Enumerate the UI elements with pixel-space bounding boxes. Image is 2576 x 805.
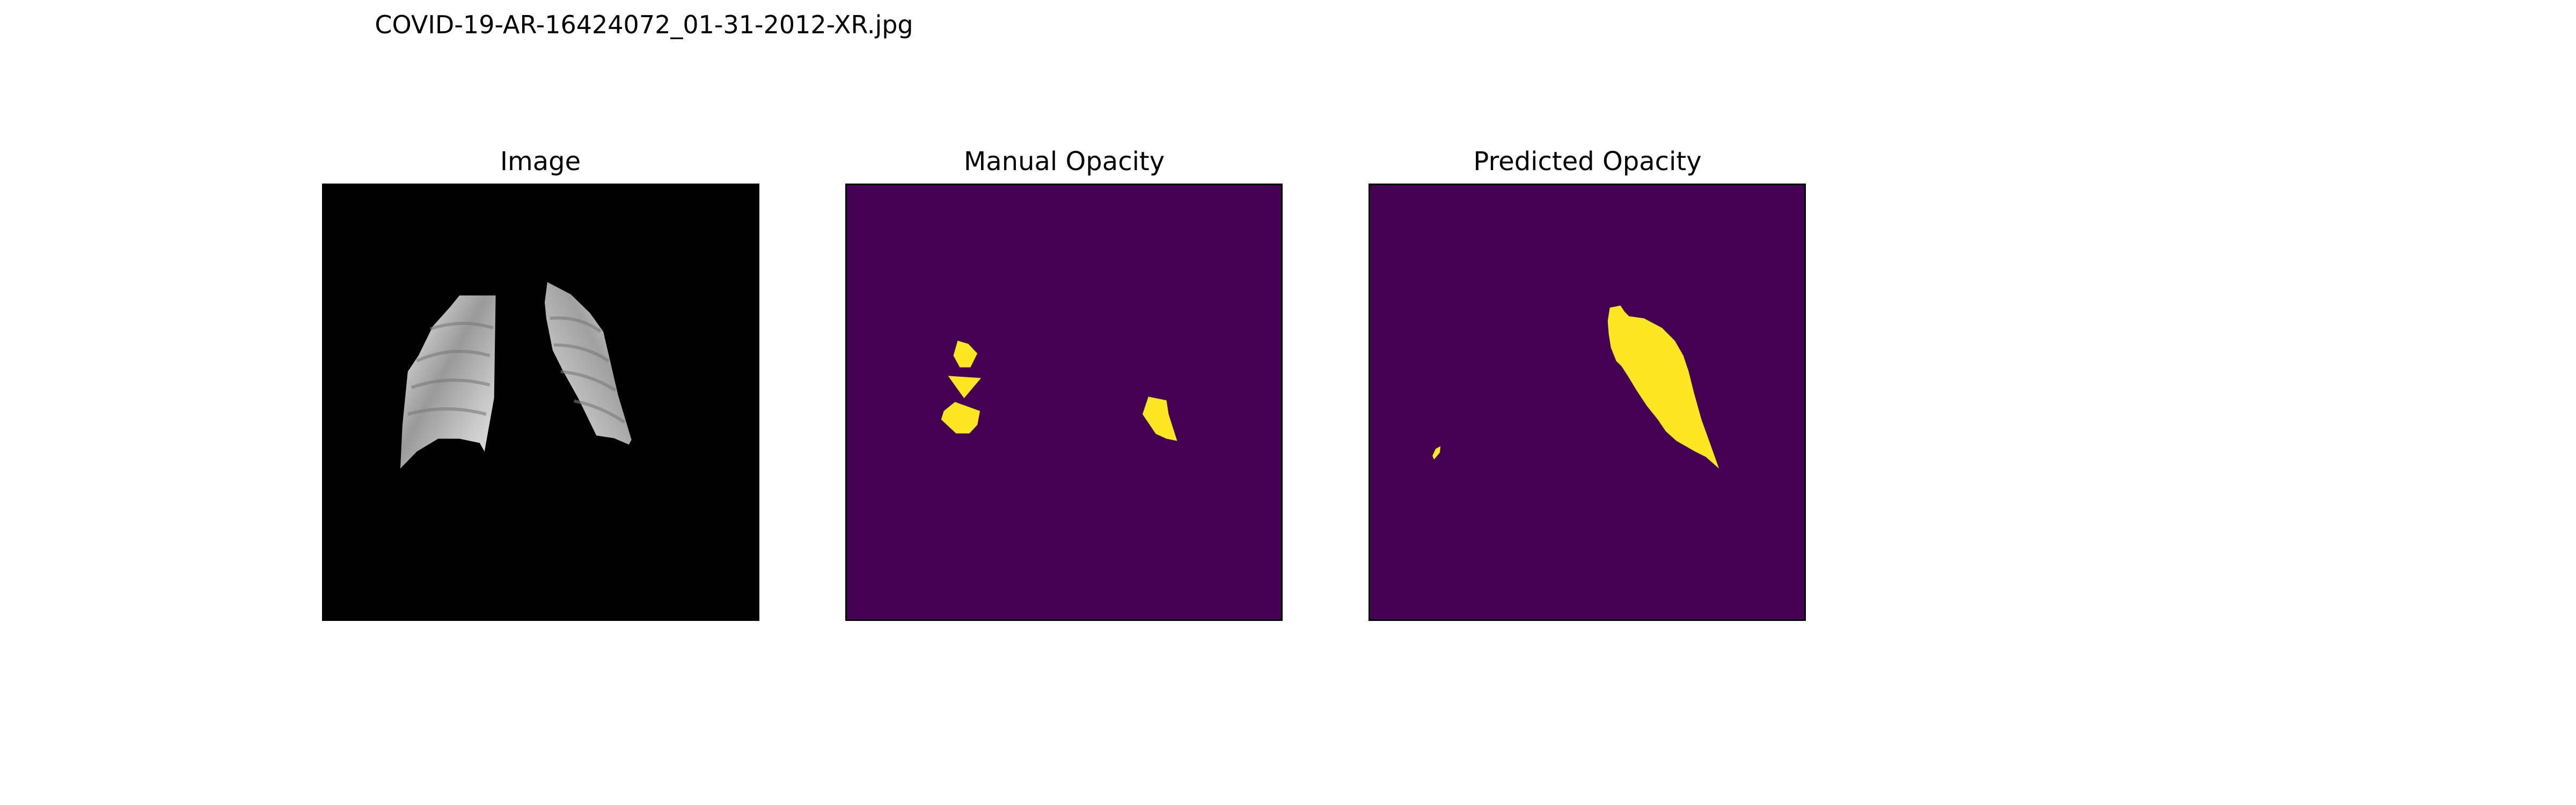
figure-title: COVID-19-AR-16424072_01-31-2012-XR.jpg xyxy=(375,10,913,39)
manual-opacity-mask xyxy=(941,340,1177,441)
predicted-opacity-mask xyxy=(1432,305,1719,469)
panel-title-predicted-opacity: Predicted Opacity xyxy=(1473,147,1702,177)
manual-opacity-region-1 xyxy=(953,340,978,368)
lung-left xyxy=(400,295,496,469)
panel-title-manual-opacity: Manual Opacity xyxy=(963,147,1165,177)
lung-right xyxy=(544,282,632,445)
xray-image-panel xyxy=(322,184,759,621)
predicted-opacity-region-1 xyxy=(1607,305,1719,469)
xray-image xyxy=(400,282,632,469)
manual-opacity-panel xyxy=(845,184,1283,621)
manual-opacity-region-4 xyxy=(1142,397,1177,441)
predicted-opacity-panel xyxy=(1368,184,1806,621)
manual-opacity-region-3 xyxy=(941,402,980,434)
panel-title-image: Image xyxy=(500,147,581,177)
manual-opacity-region-2 xyxy=(948,376,982,399)
predicted-opacity-region-2 xyxy=(1432,446,1441,460)
